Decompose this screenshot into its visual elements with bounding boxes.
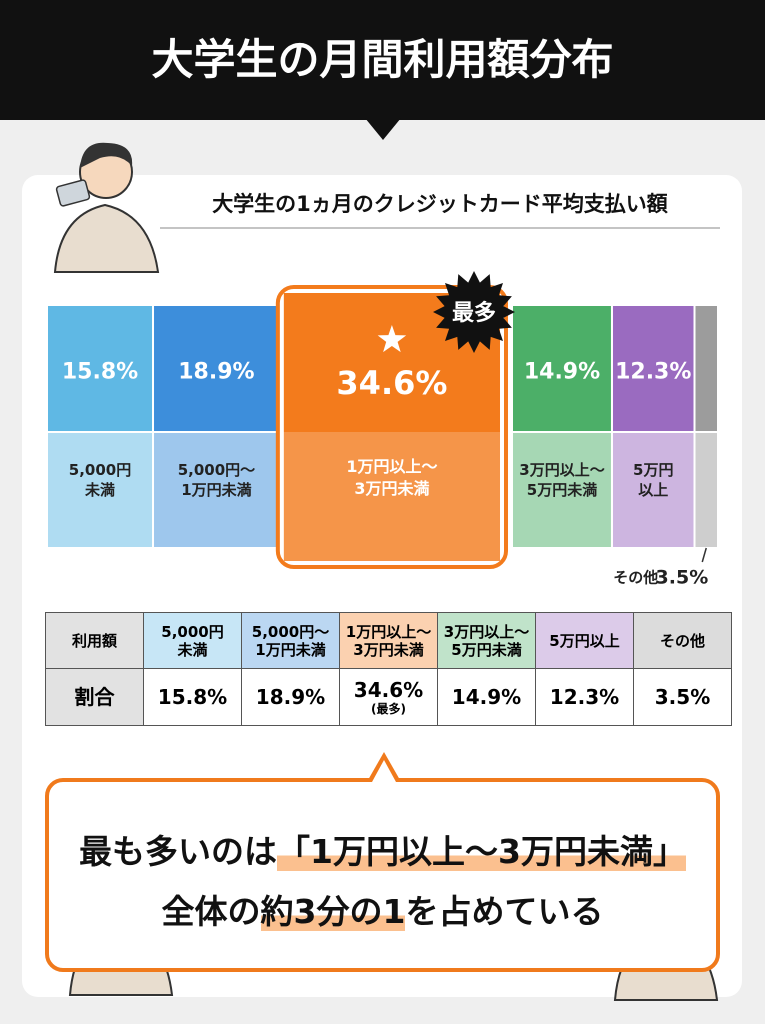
table-cell: 利用額 <box>45 612 144 669</box>
bar-upper <box>610 304 696 433</box>
table-cell: 5,000円～ 1万円未満 <box>241 612 340 669</box>
chart-title: 大学生の1ヵ月のクレジットカード平均支払い額 <box>212 192 669 216</box>
callout-highlight: 「1万円以上～3万円未満」 <box>277 832 686 871</box>
table-cell: 割合 <box>45 668 144 726</box>
value-label: 34.6% <box>336 364 447 402</box>
leader-line <box>701 547 707 563</box>
category-label: 5,000円～ 1万円未満 <box>178 461 255 499</box>
bar-upper <box>693 304 720 433</box>
bar-lower <box>46 431 155 549</box>
header: 大学生の月間利用額分布 <box>0 0 765 120</box>
data-table: 利用額 5,000円 未満 5,000円～ 1万円未満 1万円以上～ 3万円未満 3万円… <box>45 612 732 726</box>
table-note: (最多) <box>371 701 406 716</box>
table-cell: 1万円以上～ 3万円未満 <box>339 612 438 669</box>
table-cell: 5万円以上 <box>535 612 634 669</box>
table-cell: 18.9% <box>241 668 340 726</box>
category-label: 5,000円未満 <box>69 461 131 499</box>
category-label: 1万円以上～ 3万円未満 <box>346 457 437 498</box>
category-label: 3万円以上～ 5万円未満 <box>519 461 604 499</box>
value-label: 18.9% <box>178 360 254 385</box>
callout-text: 最も多いのは <box>79 832 278 871</box>
value-label: 14.9% <box>524 360 600 385</box>
person-illustration <box>53 142 160 273</box>
callout-highlight: 約3分の1 <box>260 892 406 931</box>
table-cell: 12.3% <box>535 668 634 726</box>
category-label: 5万円以上 <box>633 461 673 499</box>
bar-lower <box>511 431 613 549</box>
table-cell: 3.5% <box>633 668 732 726</box>
badge-label: 最多 <box>452 300 496 326</box>
bar-lower <box>693 431 720 549</box>
star-icon <box>377 325 407 353</box>
bar-upper <box>46 304 155 433</box>
table-cell: 34.6% (最多) <box>339 668 438 726</box>
table-text: 34.6% <box>353 677 424 702</box>
page-title: 大学生の月間利用額分布 <box>151 35 614 84</box>
badge <box>433 271 515 353</box>
category-label: その他 <box>613 569 658 587</box>
table-cell: 15.8% <box>143 668 242 726</box>
table-row: 利用額 5,000円 未満 5,000円～ 1万円未満 1万円以上～ 3万円未満 3万円… <box>45 612 732 669</box>
bar-upper <box>511 304 613 433</box>
bar-lower <box>152 431 281 549</box>
bar-lower <box>610 431 696 549</box>
table-row: 割合 15.8% 18.9% 34.6% (最多) 14.9% 12.3% 3.5% <box>45 668 732 726</box>
bar-upper <box>152 304 281 433</box>
table-cell: 3万円以上～ 5万円未満 <box>437 612 536 669</box>
callout-text: 全体の <box>161 892 261 931</box>
callout-line: 全体の約3分の1を占めている <box>45 885 720 933</box>
table-cell: 5,000円 未満 <box>143 612 242 669</box>
callout-text: を占めている <box>405 892 604 931</box>
callout-line: 最も多いのは「1万円以上～3万円未満」 <box>45 825 720 873</box>
value-label: 12.3% <box>615 360 691 385</box>
value-label: 3.5% <box>656 567 709 589</box>
callout-pointer <box>372 760 396 782</box>
bar-lower <box>283 432 501 561</box>
table-cell: 14.9% <box>437 668 536 726</box>
header-notch <box>365 118 401 140</box>
callout <box>45 778 720 972</box>
table-cell: その他 <box>633 612 732 669</box>
value-label: 15.8% <box>62 360 138 385</box>
